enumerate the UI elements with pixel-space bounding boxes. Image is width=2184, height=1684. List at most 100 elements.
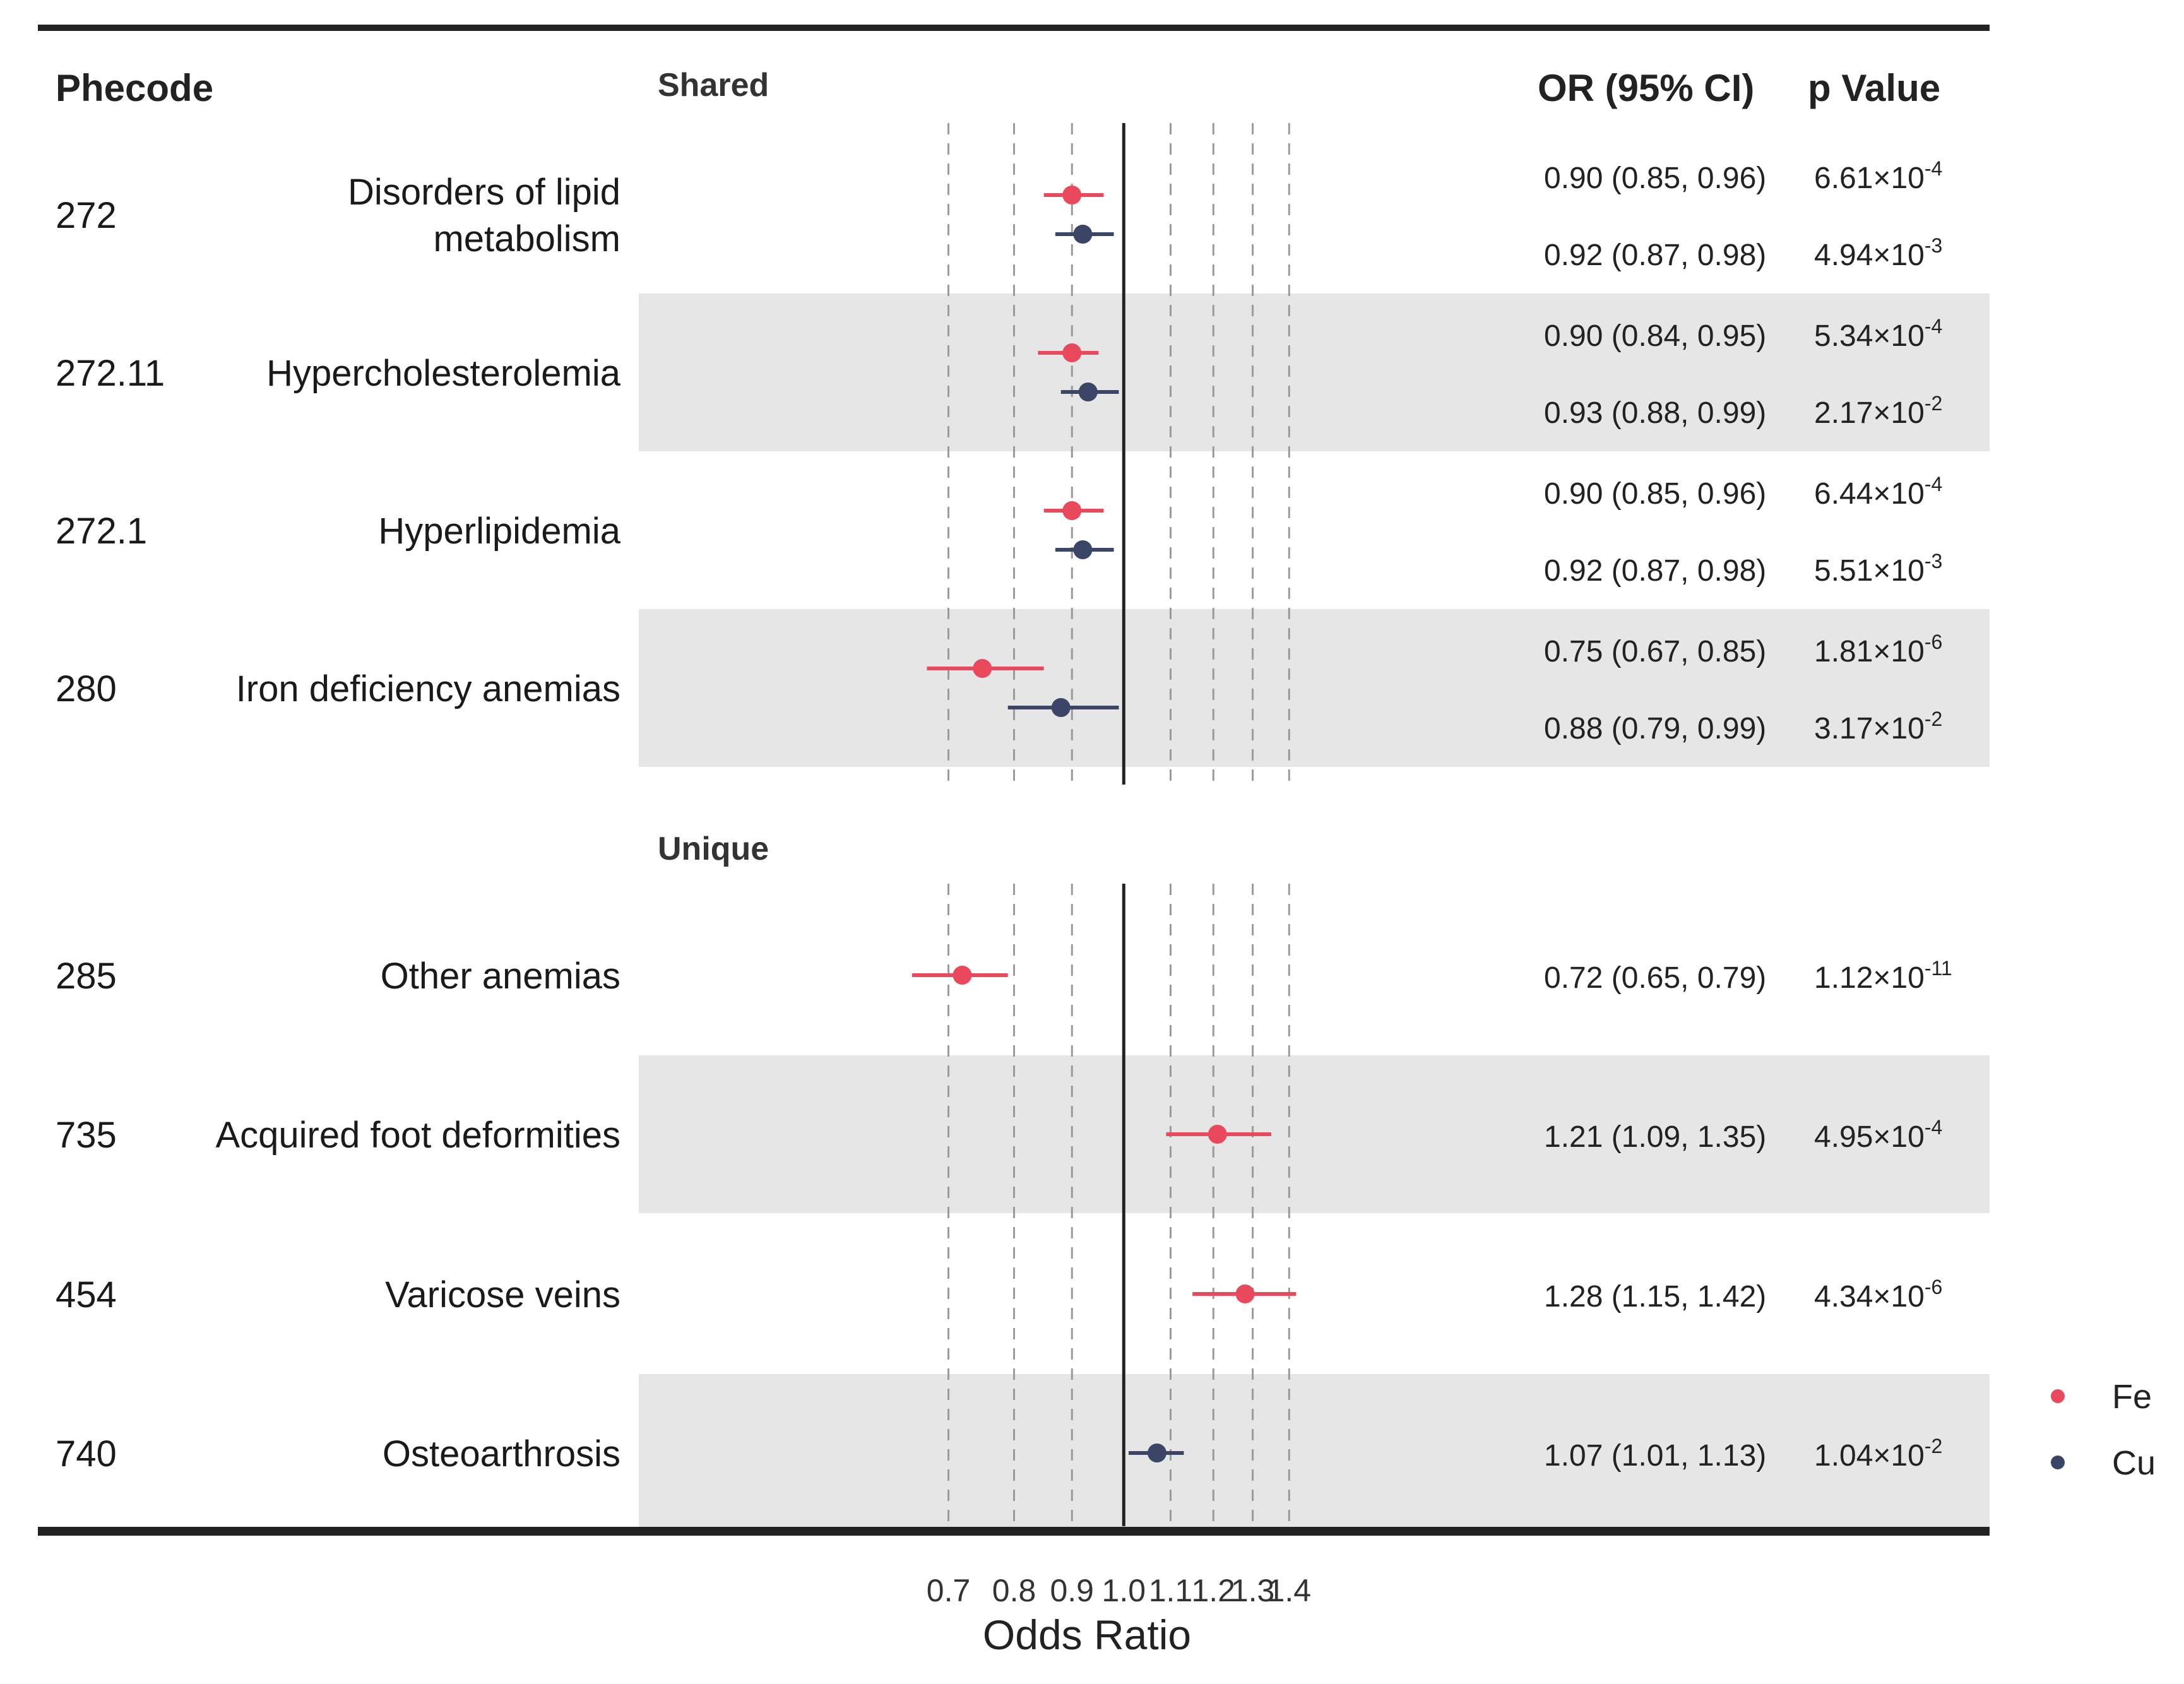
phecode-value: 454 (56, 1274, 117, 1315)
legend-label: Fe (2112, 1378, 2152, 1416)
estimate-fe (1038, 343, 1099, 362)
or-ci-value: 0.90 (0.84, 0.95) (1544, 319, 1766, 353)
p-value-mantissa: 6.44×10 (1814, 477, 1925, 511)
p-value-exponent: -2 (1925, 708, 1942, 730)
or-ci-value: 0.90 (0.85, 0.96) (1544, 162, 1766, 195)
p-value-mantissa: 2.17×10 (1814, 396, 1925, 430)
p-value-exponent: -4 (1925, 157, 1942, 180)
p-value-exponent: -2 (1925, 392, 1942, 415)
phenotype-name: Iron deficiency anemias (236, 668, 620, 709)
x-tick-label: 1.4 (1267, 1573, 1312, 1608)
x-tick-label: 1.2 (1192, 1573, 1236, 1608)
phenotype-name: metabolism (433, 218, 620, 259)
p-value: 6.44×10-4 (1814, 473, 1942, 511)
p-value: 5.51×10-3 (1814, 550, 1942, 588)
phecode-value: 285 (56, 956, 117, 997)
phenotype-name: Varicose veins (385, 1274, 620, 1315)
or-ci-value: 0.92 (0.87, 0.98) (1544, 239, 1766, 272)
p-value-mantissa: 4.95×10 (1814, 1120, 1925, 1154)
phenotype-name: Other anemias (381, 956, 620, 997)
point-estimate (1062, 343, 1082, 362)
p-value-exponent: -3 (1925, 550, 1942, 572)
table-row: 280 Iron deficiency anemias 0.75 (0.67, 0.… (56, 631, 1942, 745)
point-estimate (1147, 1444, 1166, 1462)
point-estimate (1235, 1284, 1255, 1303)
rows: 272 Disorders of lipid metabolism 0.90 (0.8… (56, 157, 1952, 1474)
x-tick-label: 0.9 (1050, 1573, 1094, 1608)
table-row: 272 Disorders of lipid metabolism 0.90 (0.8… (56, 157, 1942, 272)
row-stripes (639, 294, 1990, 1532)
p-value: 4.95×10-4 (1814, 1116, 1942, 1154)
p-value-mantissa: 1.04×10 (1814, 1439, 1925, 1473)
legend-swatch (2051, 1456, 2065, 1469)
estimate-fe (1043, 186, 1104, 205)
legend-item-cu: Cu (2051, 1444, 2156, 1482)
legend: Fe Cu (2051, 1378, 2156, 1482)
p-value-header: p Value (1808, 67, 1940, 109)
or-ci-value: 1.28 (1.15, 1.42) (1544, 1280, 1766, 1313)
estimate-marks (911, 186, 1297, 1462)
p-value: 3.17×10-2 (1814, 708, 1942, 745)
p-value-exponent: -4 (1925, 1116, 1942, 1139)
column-headers: Phecode Shared OR (95% CI) p Value Uniqu… (56, 67, 1940, 867)
point-estimate (1073, 225, 1093, 244)
p-value-mantissa: 1.81×10 (1814, 635, 1925, 668)
point-estimate (973, 659, 992, 678)
row-stripe (639, 1055, 1990, 1213)
p-value-exponent: -4 (1925, 315, 1942, 338)
estimate-cu (1007, 698, 1119, 717)
or-ci-value: 1.07 (1.01, 1.13) (1544, 1439, 1766, 1473)
table-row: 740 Osteoarthrosis 1.07 (1.01, 1.13) 1.04×1… (56, 1433, 1942, 1474)
estimate-fe (1192, 1284, 1297, 1303)
table-row: 285 Other anemias 0.72 (0.65, 0.79) 1.12×10… (56, 956, 1952, 997)
phecode-value: 740 (56, 1433, 117, 1474)
point-estimate (1062, 186, 1082, 205)
p-value-exponent: -3 (1925, 234, 1942, 257)
point-estimate (1078, 382, 1098, 401)
phecode-value: 272.1 (56, 511, 147, 552)
p-value-exponent: -11 (1925, 957, 1952, 980)
row-stripe (639, 294, 1990, 451)
legend-item-fe: Fe (2051, 1378, 2152, 1416)
estimate-cu (1060, 382, 1119, 401)
p-value: 4.94×10-3 (1814, 234, 1942, 272)
point-estimate (1073, 540, 1093, 559)
p-value-mantissa: 1.12×10 (1814, 961, 1925, 995)
p-value-mantissa: 6.61×10 (1814, 162, 1925, 195)
estimate-fe (1166, 1125, 1271, 1144)
estimate-cu (1055, 540, 1114, 559)
frame-lines (38, 25, 1990, 1536)
phenotype-name: Osteoarthrosis (383, 1433, 620, 1474)
or-ci-value: 0.72 (0.65, 0.79) (1544, 961, 1766, 995)
phecode-value: 272 (56, 195, 117, 236)
legend-swatch (2051, 1389, 2065, 1403)
section-label-shared: Shared (658, 67, 769, 104)
p-value: 1.04×10-2 (1814, 1435, 1942, 1473)
p-value: 4.34×10-6 (1814, 1276, 1942, 1313)
phenotype-name: Hypercholesterolemia (266, 353, 621, 394)
p-value: 2.17×10-2 (1814, 392, 1942, 430)
x-axis-label: Odds Ratio (983, 1611, 1191, 1658)
phecode-value: 735 (56, 1115, 117, 1156)
or-ci-value: 1.21 (1.09, 1.35) (1544, 1120, 1766, 1154)
point-estimate (1062, 501, 1082, 520)
point-estimate (1051, 698, 1071, 717)
table-row: 735 Acquired foot deformities 1.21 (1.09, … (56, 1115, 1942, 1156)
x-tick-label: 1.3 (1231, 1573, 1275, 1608)
p-value-mantissa: 4.34×10 (1814, 1280, 1925, 1313)
or-ci-value: 0.90 (0.85, 0.96) (1544, 477, 1766, 511)
p-value-exponent: -6 (1925, 631, 1942, 653)
row-stripe (639, 609, 1990, 767)
phecode-value: 280 (56, 668, 117, 709)
estimate-fe (1043, 501, 1104, 520)
section-label-unique: Unique (658, 831, 769, 867)
x-tick-label: 1.0 (1102, 1573, 1146, 1608)
phenotype-name: Hyperlipidemia (378, 511, 620, 552)
p-value-exponent: -6 (1925, 1276, 1942, 1298)
p-value: 1.81×10-6 (1814, 631, 1942, 668)
p-value-mantissa: 5.51×10 (1814, 554, 1925, 588)
phecode-value: 272.11 (56, 353, 165, 394)
or-ci-header: OR (95% CI) (1538, 67, 1754, 109)
